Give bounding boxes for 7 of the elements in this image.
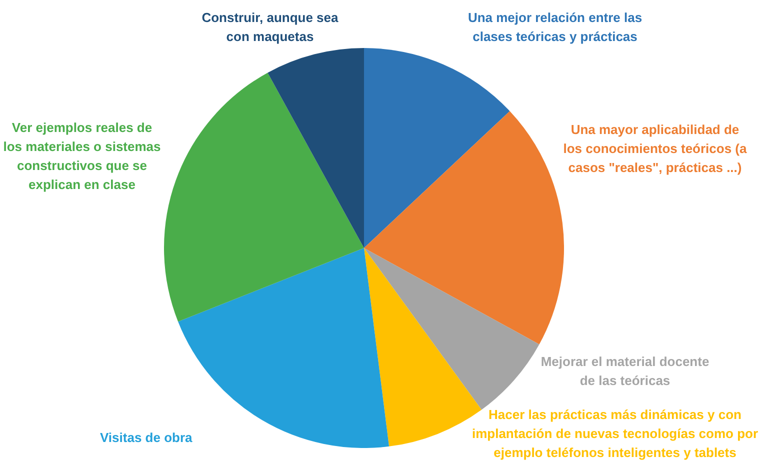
slice-label: Ver ejemplos reales de los materiales o sistemas constructivos que se explican en clase [2,119,162,194]
slice-label: Construir, aunque sea con maquetas [200,9,340,46]
slice-label: Hacer las prácticas más dinámicas y con implantación de nuevas tecnologías como por ejemplo teléfonos inteligentes y tablets [470,406,760,462]
slice-label: Mejorar el material docente de las teóricas [540,353,710,390]
slice-label: Una mejor relación entre las clases teóricas y prácticas [466,9,644,46]
slice-label: Visitas de obra [100,429,194,447]
slice-label: Una mayor aplicabilidad de los conocimientos teóricos (a casos "reales", prácticas ...) [562,121,748,177]
